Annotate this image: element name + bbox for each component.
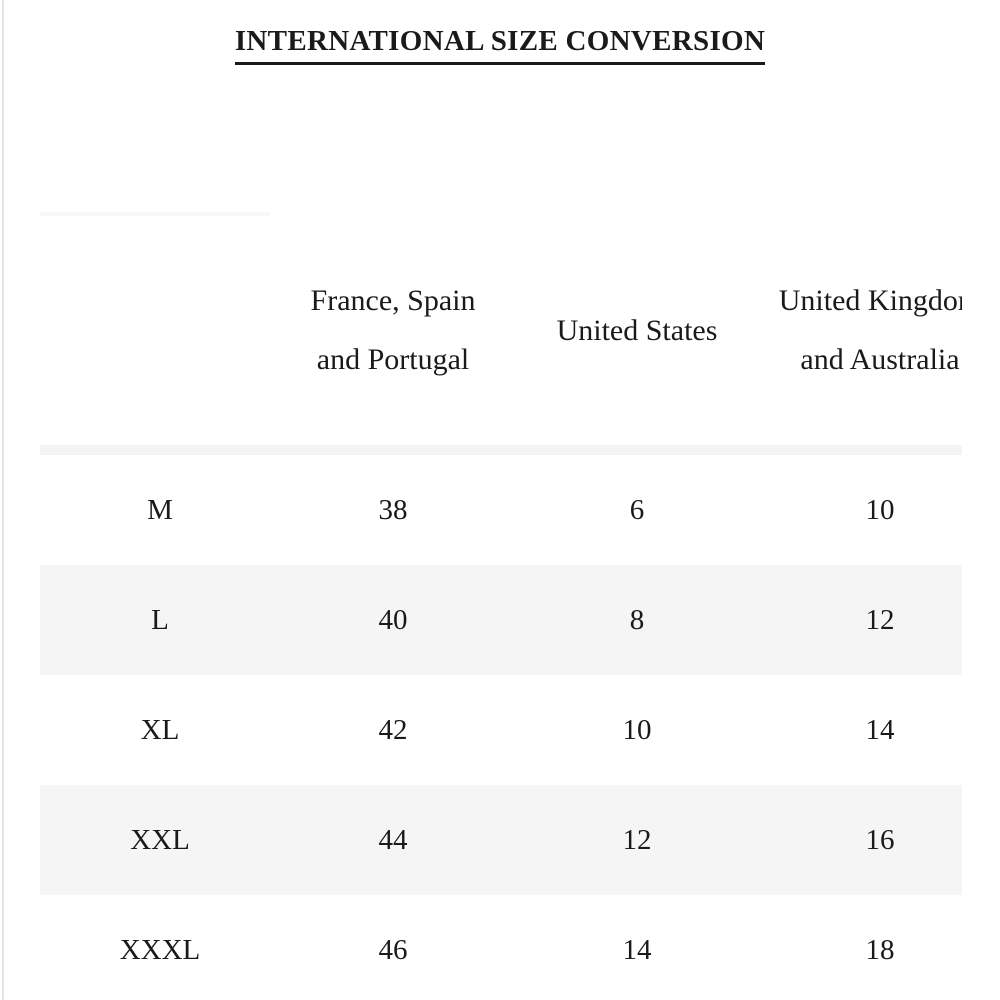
table-cell: 40 <box>378 603 408 636</box>
table-row: XL 42 10 14 <box>40 675 962 785</box>
table-cell: 14 <box>865 713 895 746</box>
page-border <box>2 0 4 1000</box>
header-uk-australia: United Kingdom and Australia <box>768 215 962 445</box>
table-cell: 12 <box>865 603 895 636</box>
table-cell: 44 <box>378 823 408 856</box>
table-header: France, Spain and Portugal United States… <box>40 215 962 445</box>
divider <box>40 212 270 216</box>
header-size <box>40 215 280 445</box>
table-cell: 10 <box>865 493 895 526</box>
header-united-states: United States <box>556 313 718 347</box>
table-cell: 42 <box>378 713 408 746</box>
table-cell: 38 <box>378 493 408 526</box>
table-cell: XXL <box>130 823 190 856</box>
table-cell: 46 <box>378 933 408 966</box>
table-row: L 40 8 12 <box>40 565 962 675</box>
table-row: XXL 44 12 16 <box>40 785 962 895</box>
table-cell: 6 <box>629 493 645 526</box>
table-cell: M <box>147 493 173 526</box>
table-row: XXXL 46 14 18 <box>40 895 962 1000</box>
header-label: France, Spain and Portugal <box>310 284 476 376</box>
table-cell: 14 <box>622 933 652 966</box>
table-cell: L <box>151 603 169 636</box>
page-title-wrap: INTERNATIONAL SIZE CONVERSION <box>0 22 1000 65</box>
table-cell: 12 <box>622 823 652 856</box>
size-conversion-table: France, Spain and Portugal United States… <box>40 215 962 1000</box>
page-title: INTERNATIONAL SIZE CONVERSION <box>234 22 766 65</box>
header-divider <box>40 445 962 455</box>
table-cell: 8 <box>629 603 645 636</box>
table-cell: XL <box>140 713 180 746</box>
header-label: United Kingdom and Australia <box>778 284 962 376</box>
table-row: M 38 6 10 <box>40 455 962 565</box>
header-france-spain-portugal: France, Spain and Portugal <box>280 215 506 445</box>
table-cell: 10 <box>622 713 652 746</box>
table-cell: 16 <box>865 823 895 856</box>
table-cell: XXXL <box>119 933 201 966</box>
table-cell: 18 <box>865 933 895 966</box>
